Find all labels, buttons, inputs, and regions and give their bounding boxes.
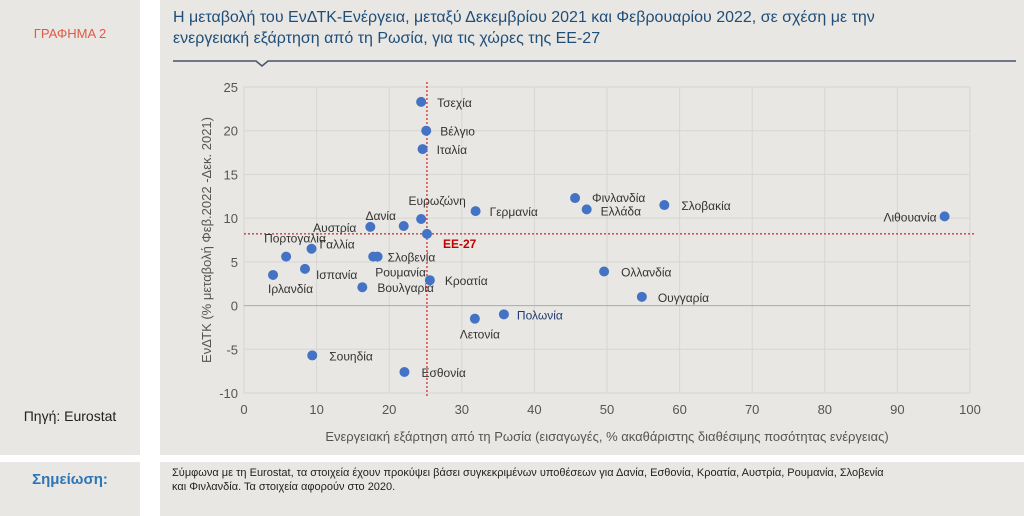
- left-column: [0, 0, 140, 455]
- data-label: Εσθονία: [421, 366, 465, 380]
- data-label: Ελλάδα: [601, 204, 641, 218]
- data-label: Λετονία: [460, 328, 500, 342]
- note-text: Σύμφωνα με τη Eurostat, τα στοιχεία έχου…: [172, 466, 884, 494]
- data-point: [365, 221, 376, 232]
- chart-panel: [160, 0, 1024, 455]
- source-label: Πηγή: Eurostat: [23, 408, 117, 424]
- data-label: Λιθουανία: [883, 210, 936, 224]
- data-point: [470, 206, 481, 217]
- data-point: [498, 309, 509, 320]
- y-tick-label: -5: [226, 342, 238, 357]
- x-tick-label: 10: [309, 402, 323, 417]
- data-point: [299, 263, 310, 274]
- y-tick-label: -10: [219, 386, 238, 401]
- data-label: Γερμανία: [490, 205, 538, 219]
- x-tick-label: 80: [818, 402, 832, 417]
- data-point: [416, 96, 427, 107]
- data-label: Πορτογαλία: [264, 232, 326, 246]
- data-point: [469, 313, 480, 324]
- note-label: Σημείωση:: [32, 471, 108, 488]
- title-divider: [173, 60, 1016, 67]
- figure-label: ΓΡΑΦΗΜΑ 2: [33, 26, 107, 41]
- data-label: Ισπανία: [316, 268, 357, 282]
- x-tick-label: 20: [382, 402, 396, 417]
- data-point: [599, 266, 610, 277]
- x-axis-label: Ενεργειακή εξάρτηση από τη Ρωσία (εισαγω…: [325, 429, 888, 444]
- y-tick-label: 5: [231, 255, 238, 270]
- data-point: [416, 214, 427, 225]
- data-point: [357, 282, 368, 293]
- y-axis-label: ΕνΔΤΚ (% μεταβολή Φεβ.2022 -Δεκ. 2021): [199, 117, 214, 363]
- data-label: Ιρλανδία: [268, 282, 313, 296]
- data-label: Ιταλία: [437, 143, 468, 157]
- data-point: [417, 144, 428, 155]
- scatter-chart: 0 10 20 30 40 50 60 70 80 90 100 -10 -5 0 5 10 15 20 25 Τσ…: [173, 60, 1016, 444]
- data-point: [424, 275, 435, 286]
- y-tick-label: 20: [224, 124, 238, 139]
- data-label: Ευρωζώνη: [408, 194, 465, 208]
- x-tick-label: 40: [527, 402, 541, 417]
- data-point: [398, 221, 409, 232]
- data-label: Τσεχία: [437, 96, 472, 110]
- data-point: [421, 228, 432, 239]
- x-tick-label: 50: [600, 402, 614, 417]
- data-label: Βουλγαρία: [377, 281, 434, 295]
- data-label: Σλοβακία: [681, 199, 730, 213]
- data-point: [570, 193, 581, 204]
- data-point: [421, 125, 432, 136]
- chart-title: Η μεταβολή του ΕνΔΤΚ-Ενέργεια, μεταξύ Δε…: [173, 7, 875, 49]
- data-point: [399, 367, 410, 378]
- y-tick-label: 25: [224, 80, 238, 95]
- data-label: ΕΕ-27: [443, 237, 477, 251]
- data-label: Ολλανδία: [621, 265, 671, 279]
- data-point: [581, 204, 592, 215]
- data-point: [636, 291, 647, 302]
- data-point: [306, 243, 317, 254]
- y-tick-label: 10: [224, 211, 238, 226]
- x-tick-label: 60: [672, 402, 686, 417]
- data-label: Κροατία: [445, 274, 488, 288]
- x-tick-label: 70: [745, 402, 759, 417]
- chart-title-line-2: ενεργειακή εξάρτηση από τη Ρωσία, για τι…: [173, 30, 601, 47]
- x-tick-label: 30: [455, 402, 469, 417]
- y-tick-label: 15: [224, 167, 238, 182]
- data-point: [281, 251, 292, 262]
- data-label: Βέλγιο: [440, 125, 475, 139]
- x-tick-label: 0: [240, 402, 247, 417]
- note-box: [160, 462, 1024, 516]
- data-label: Σουηδία: [329, 349, 373, 363]
- data-label: Σλοβενία: [388, 251, 436, 265]
- data-label: Γαλλία: [320, 238, 355, 252]
- data-point: [307, 350, 318, 361]
- data-label: Φινλανδία: [592, 191, 645, 205]
- data-label: Ρουμανία: [375, 266, 426, 280]
- note-label-box: [0, 462, 140, 516]
- data-label: Ουγγαρία: [658, 291, 709, 305]
- data-point: [939, 211, 950, 222]
- data-point: [659, 200, 670, 211]
- x-tick-label: 100: [959, 402, 981, 417]
- data-label: Δανία: [365, 209, 396, 223]
- data-point: [368, 251, 379, 262]
- data-label: Πολωνία: [517, 308, 563, 322]
- data-point: [268, 269, 279, 280]
- note-line-2: και Φινλανδία. Τα στοιχεία αφορούν στο 2…: [172, 481, 396, 493]
- data-label: Αυστρία: [313, 221, 356, 235]
- note-line-1: Σύμφωνα με τη Eurostat, τα στοιχεία έχου…: [172, 467, 884, 479]
- x-tick-label: 90: [890, 402, 904, 417]
- chart-title-line-1: Η μεταβολή του ΕνΔΤΚ-Ενέργεια, μεταξύ Δε…: [173, 9, 875, 26]
- y-tick-label: 0: [231, 299, 238, 314]
